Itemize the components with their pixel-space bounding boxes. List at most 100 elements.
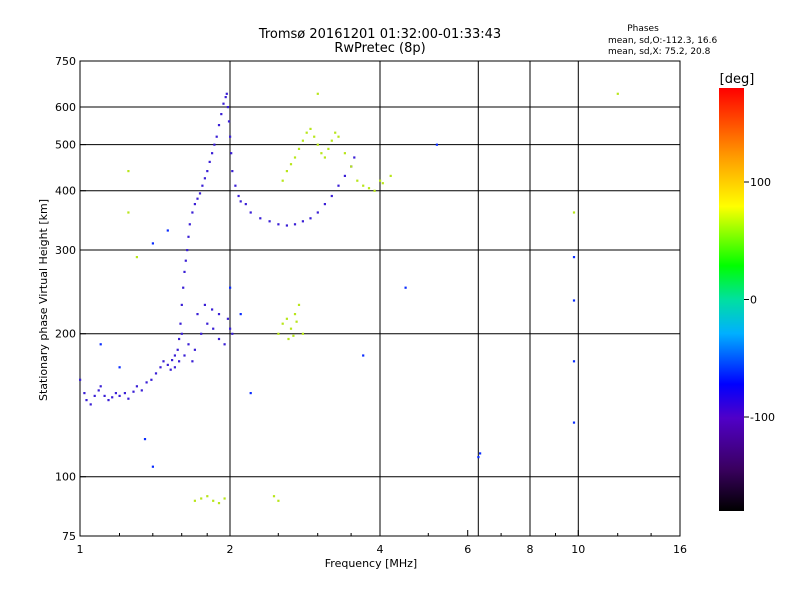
data-point — [289, 163, 293, 166]
data-point — [193, 499, 196, 502]
y-tick-label: 400 — [55, 185, 76, 198]
data-point — [343, 174, 346, 177]
data-point — [281, 322, 284, 325]
data-point — [572, 421, 576, 424]
data-point — [389, 174, 392, 177]
data-point — [173, 366, 176, 369]
data-point — [217, 124, 221, 127]
y-tick-label: 500 — [55, 139, 76, 152]
stats-heading: Phases — [627, 24, 659, 34]
grid — [80, 61, 680, 536]
data-point — [180, 332, 183, 335]
x-tick-label: 2 — [227, 543, 234, 556]
y-tick-label: 300 — [55, 244, 76, 257]
data-point — [140, 389, 143, 392]
data-point — [362, 184, 365, 187]
data-point — [479, 452, 482, 455]
data-point — [191, 360, 194, 363]
x-tick-label: 4 — [377, 543, 384, 556]
y-tick-label: 600 — [55, 101, 76, 114]
data-point — [178, 337, 181, 341]
data-point — [237, 194, 240, 198]
x-tick-label: 1 — [77, 543, 84, 556]
data-point — [323, 203, 326, 206]
data-point — [277, 332, 280, 335]
data-point — [154, 372, 158, 375]
data-point — [150, 378, 153, 381]
data-point — [373, 189, 376, 192]
data-point — [356, 179, 359, 182]
data-point — [285, 224, 288, 227]
data-point — [225, 92, 228, 95]
data-point — [203, 303, 206, 306]
data-point — [93, 394, 96, 397]
data-point — [323, 156, 326, 159]
data-point — [200, 497, 203, 500]
data-point — [143, 438, 147, 441]
colorbar-tick-label: 0 — [750, 294, 757, 307]
data-point — [220, 113, 223, 116]
data-point — [211, 152, 214, 155]
chart-title: Tromsø 20161201 01:32:00-01:33:43 — [258, 27, 501, 42]
data-point — [327, 147, 330, 150]
data-point — [320, 152, 323, 155]
data-point — [123, 392, 126, 395]
x-tick-label: 10 — [571, 543, 585, 556]
data-point — [196, 313, 199, 316]
x-axis-label: Frequency [MHz] — [325, 557, 417, 570]
data-point — [191, 211, 194, 214]
data-point — [362, 354, 365, 357]
colorbar-tick-label: 100 — [750, 176, 771, 189]
data-point — [99, 385, 102, 388]
y-tick-label: 100 — [55, 471, 76, 484]
colorbar — [719, 88, 744, 511]
data-point — [183, 270, 186, 273]
data-point — [229, 327, 232, 330]
data-point — [193, 203, 196, 206]
data-point — [83, 392, 86, 395]
data-point — [316, 92, 319, 95]
colorbar-tick-label: -100 — [750, 411, 775, 424]
data-point — [572, 299, 576, 302]
data-point — [182, 286, 185, 289]
data-point — [244, 203, 247, 206]
data-point — [151, 465, 154, 468]
data-point — [217, 313, 221, 316]
data-point — [223, 343, 226, 346]
y-tick-label: 200 — [55, 328, 76, 341]
data-point — [217, 337, 221, 341]
data-point — [135, 256, 138, 259]
data-point — [572, 360, 576, 363]
data-point — [292, 334, 295, 337]
data-point — [127, 397, 130, 400]
data-point — [203, 177, 206, 180]
data-point — [99, 343, 102, 346]
data-point — [200, 332, 203, 335]
colorbar-ticks: 100 0 -100 — [744, 176, 775, 424]
data-point — [212, 499, 215, 502]
data-point — [180, 303, 183, 306]
data-point — [293, 156, 297, 159]
data-point — [135, 385, 138, 388]
data-point — [287, 337, 290, 341]
data-point — [201, 184, 204, 187]
data-point — [435, 143, 438, 146]
data-point — [89, 403, 92, 406]
data-point — [132, 390, 135, 393]
data-point — [227, 120, 231, 123]
data-point — [249, 211, 252, 214]
x-tick-label: 6 — [464, 543, 471, 556]
data-point — [103, 394, 106, 397]
data-point — [184, 259, 187, 262]
data-point — [239, 200, 242, 203]
data-point — [316, 143, 319, 146]
data-point — [572, 256, 576, 259]
data-point — [151, 242, 154, 245]
data-point — [337, 184, 340, 187]
data-point — [196, 197, 199, 200]
data-point — [171, 359, 174, 362]
data-point — [316, 211, 319, 214]
data-point — [97, 389, 100, 392]
data-point — [173, 354, 176, 357]
